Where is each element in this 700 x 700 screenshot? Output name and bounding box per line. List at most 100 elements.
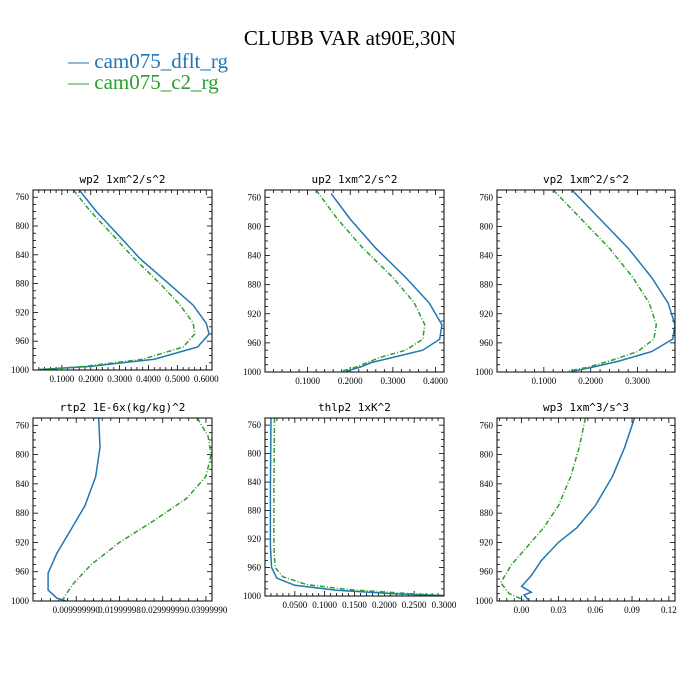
x-tick-label: 0.00: [514, 605, 530, 615]
x-tick-label: 0.1000: [295, 376, 320, 386]
y-tick-label: 880: [248, 506, 262, 516]
y-tick-label: 880: [480, 280, 494, 290]
y-tick-label: 800: [480, 221, 494, 231]
y-tick-label: 840: [16, 479, 30, 489]
plot-frame: [496, 189, 676, 373]
panel-title: vp2 1xm^2/s^2: [543, 173, 629, 186]
x-tick-label: 0.2000: [78, 374, 103, 384]
series-line-cam075_dflt_rg: [520, 418, 636, 601]
x-tick-label: 0.2000: [578, 376, 603, 386]
y-tick-label: 840: [16, 250, 30, 260]
y-tick-label: 960: [16, 567, 30, 577]
y-tick-label: 960: [248, 563, 262, 573]
x-tick-label: 0.06: [587, 605, 603, 615]
panel-0: wp2 1xm^2/s^2 760 800 840 880 920 960 1000 0.100…: [11, 173, 219, 384]
series-line-cam075_c2_rg: [61, 418, 212, 601]
y-tick-label: 920: [16, 537, 30, 547]
y-tick-label: 760: [16, 420, 30, 430]
x-tick-label: 0.1500: [342, 600, 367, 610]
y-tick-label: 800: [248, 449, 262, 459]
chart-title: CLUBB VAR at90E,30N: [243, 26, 457, 50]
x-tick-label: 0.1000: [312, 600, 337, 610]
y-tick-label: 800: [16, 450, 30, 460]
y-tick-label: 880: [248, 280, 262, 290]
x-tick-label: 0.03999990: [185, 605, 228, 615]
x-tick-label: 0.0500: [282, 600, 307, 610]
panel-2: vp2 1xm^2/s^2 760 800 840 880 920 960 1000 0.100…: [475, 173, 676, 386]
y-tick-label: 880: [16, 279, 30, 289]
x-tick-label: 0.4000: [423, 376, 448, 386]
y-tick-label: 800: [480, 450, 494, 460]
series-line-cam075_dflt_rg: [38, 190, 210, 370]
x-tick-label: 0.4000: [136, 374, 161, 384]
panel-4: thlp2 1xK^2 760 800 840 880 920 960 1000 0.0500 0…: [243, 401, 457, 610]
y-tick-label: 840: [248, 251, 262, 261]
y-tick-label: 920: [480, 309, 494, 319]
x-tick-label: 0.01999998: [98, 605, 141, 615]
plot-frame: [264, 189, 445, 373]
y-tick-label: 760: [248, 192, 262, 202]
series-line-cam075_dflt_rg: [269, 418, 444, 596]
series-line-cam075_c2_rg: [315, 190, 426, 372]
panel-title: wp3 1xm^3/s^3: [543, 401, 629, 414]
y-tick-label: 1000: [11, 365, 30, 375]
x-tick-label: 0.2000: [338, 376, 363, 386]
y-tick-label: 840: [248, 477, 262, 487]
x-tick-label: 0.09: [624, 605, 640, 615]
plot-frame: [264, 417, 445, 597]
series-line-cam075_c2_rg: [552, 190, 658, 372]
x-tick-label: 0.3000: [380, 376, 405, 386]
x-tick-label: 0.2500: [402, 600, 427, 610]
series-line-cam075_dflt_rg: [571, 190, 675, 372]
y-tick-label: 1000: [243, 591, 262, 601]
legend-entry-c2: — cam075_c2_rg: [68, 70, 219, 94]
panel-1: up2 1xm^2/s^2 760 800 840 880 920 960 1000 0.100…: [243, 173, 448, 386]
y-tick-label: 960: [16, 336, 30, 346]
panel-title: rtp2 1E-6x(kg/kg)^2: [60, 401, 186, 414]
y-tick-label: 960: [248, 338, 262, 348]
panel-3: rtp2 1E-6x(kg/kg)^2 760 800 840 880 920 960 100…: [11, 401, 228, 615]
x-tick-label: 0.12: [661, 605, 677, 615]
y-tick-label: 840: [480, 479, 494, 489]
y-tick-label: 800: [16, 221, 30, 231]
x-tick-label: 0.6000: [194, 374, 219, 384]
panel-title: wp2 1xm^2/s^2: [79, 173, 165, 186]
series-line-cam075_c2_rg: [273, 418, 444, 596]
y-tick-label: 760: [480, 420, 494, 430]
y-tick-label: 760: [248, 420, 262, 430]
x-tick-label: 0.5000: [165, 374, 190, 384]
x-tick-label: 0.3000: [432, 600, 457, 610]
x-tick-label: 0.009999990: [53, 605, 101, 615]
y-tick-label: 840: [480, 251, 494, 261]
x-tick-label: 0.1000: [49, 374, 74, 384]
x-tick-label: 0.2000: [372, 600, 397, 610]
plot-frame: [32, 189, 213, 371]
y-tick-label: 880: [480, 508, 494, 518]
y-tick-label: 960: [480, 338, 494, 348]
x-tick-label: 0.3000: [625, 376, 650, 386]
plot-frame: [32, 417, 213, 602]
x-tick-label: 0.3000: [107, 374, 132, 384]
x-tick-label: 0.1000: [531, 376, 556, 386]
y-tick-label: 920: [16, 307, 30, 317]
plot-frame: [496, 417, 676, 602]
series-line-cam075_c2_rg: [38, 190, 196, 370]
y-tick-label: 760: [480, 192, 494, 202]
y-tick-label: 1000: [475, 367, 494, 377]
legend-entry-dflt: — cam075_dflt_rg: [68, 49, 229, 73]
y-tick-label: 920: [248, 309, 262, 319]
panel-5: wp3 1xm^3/s^3 760 800 840 880 920 960 1000 0.00 0…: [475, 401, 677, 615]
series-line-cam075_dflt_rg: [330, 193, 443, 372]
y-tick-label: 920: [480, 537, 494, 547]
y-tick-label: 1000: [243, 367, 262, 377]
series-line-cam075_dflt_rg: [47, 418, 101, 601]
panel-title: thlp2 1xK^2: [318, 401, 391, 414]
y-tick-label: 960: [480, 567, 494, 577]
x-tick-label: 0.03: [551, 605, 567, 615]
x-tick-label: 0.02999999: [141, 605, 184, 615]
y-tick-label: 1000: [475, 596, 494, 606]
y-tick-label: 920: [248, 534, 262, 544]
y-tick-label: 880: [16, 508, 30, 518]
panel-title: up2 1xm^2/s^2: [311, 173, 397, 186]
